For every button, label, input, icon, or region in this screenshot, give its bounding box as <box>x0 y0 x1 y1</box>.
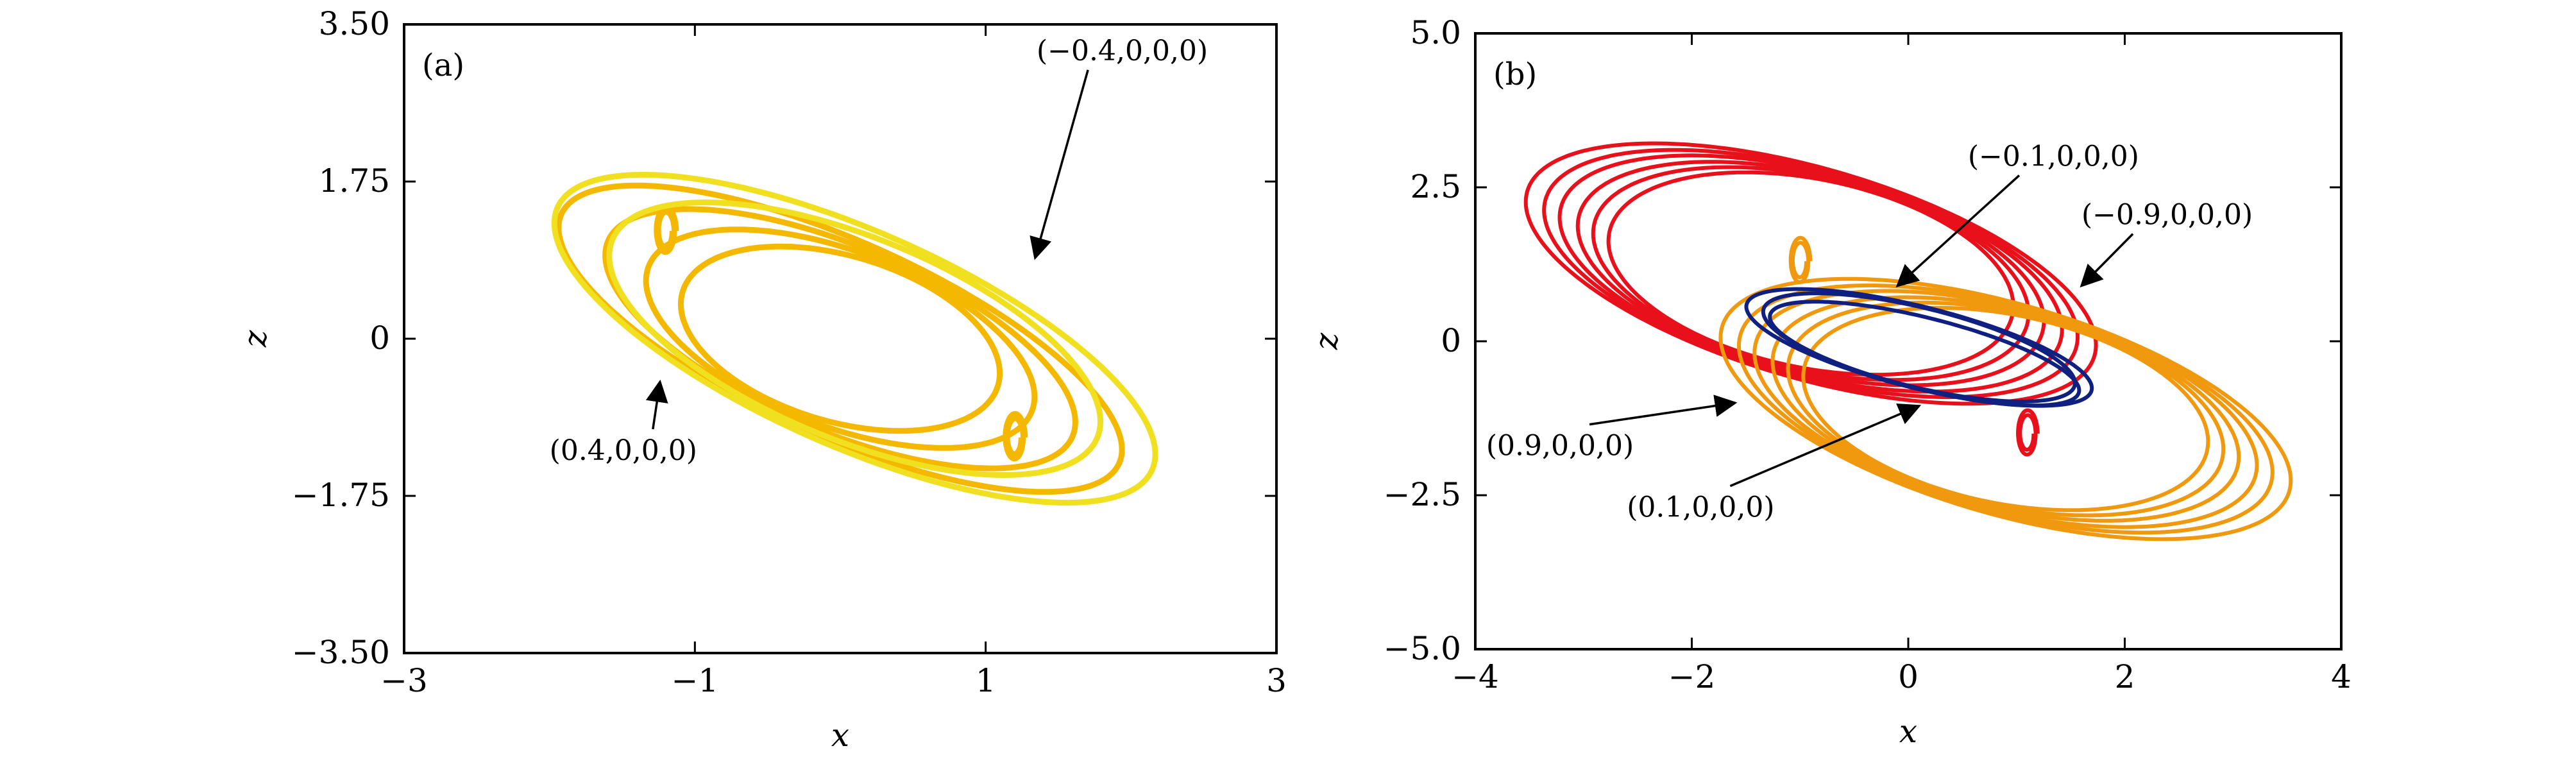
series-1-loop-5 <box>1801 305 2210 513</box>
annotation-label: (−0.4,0,0,0) <box>1037 35 1208 67</box>
y-tick-label: −3.50 <box>292 634 390 671</box>
annotations: (0.9,0,0,0) (−0.9,0,0,0) (−0.1,0,0,0) (0.1,… <box>1486 140 2253 523</box>
annotations: (0.4,0,0,0) (−0.4,0,0,0) <box>550 35 1208 467</box>
y-tick-label: −2.5 <box>1384 476 1461 513</box>
annotation-label: (0.9,0,0,0) <box>1486 430 1634 463</box>
x-tick-label: 4 <box>2331 658 2351 695</box>
axis-ticks: −4 −2 0 2 4 −5.0 −2.5 0 2.5 5.0 <box>1384 14 2351 695</box>
series-1-loop-1 <box>606 199 1104 479</box>
series-0-spiral-0 <box>654 204 679 255</box>
y-tick-label: 2.5 <box>1410 168 1461 205</box>
x-tick-label: −2 <box>1668 658 1716 695</box>
y-tick-label: 1.75 <box>319 162 390 200</box>
annotation-arrow <box>645 379 668 430</box>
panel-label: (b) <box>1493 56 1537 92</box>
y-tick-label: 3.50 <box>319 5 390 42</box>
x-tick-label: 3 <box>1266 662 1287 699</box>
series-0-loop-1 <box>1542 148 2080 400</box>
y-axis-label: z <box>1308 332 1345 350</box>
annotation-label: (0.1,0,0,0) <box>1627 491 1774 524</box>
series-0-loop-0 <box>1523 141 2098 406</box>
y-axis-label: z <box>237 330 274 348</box>
plot-frame <box>1474 32 2343 650</box>
series-0-loop-3 <box>1575 160 2046 387</box>
series-0-loop-5 <box>1606 170 2015 377</box>
series-1-loop-4 <box>1786 300 2226 518</box>
series-0-loop-3 <box>677 243 1003 434</box>
series-0-loop-0 <box>555 182 1125 495</box>
annotation-arrow <box>1589 395 1738 426</box>
x-tick-label: −1 <box>671 662 718 699</box>
annotation-label: (−0.1,0,0,0) <box>1968 140 2139 173</box>
attractor-curves <box>551 171 1158 506</box>
y-tick-label: −5.0 <box>1384 630 1461 667</box>
x-tick-label: 1 <box>976 662 996 699</box>
annotation-label: (0.4,0,0,0) <box>550 434 697 467</box>
series-0-spiral-1 <box>1003 411 1028 462</box>
annotation-arrow <box>1030 69 1089 260</box>
series-1-loop-1 <box>1737 283 2275 535</box>
series-1-loop-2 <box>1752 289 2259 529</box>
series-1-loop-0 <box>1718 276 2293 541</box>
x-tick-label: −4 <box>1452 658 1499 695</box>
x-tick-label: 0 <box>1898 658 1919 695</box>
series-1-loop-3 <box>1770 295 2241 523</box>
annotation-arrow <box>2080 233 2134 288</box>
series-1-spiral-0 <box>1788 235 1813 284</box>
annotation-label: (−0.9,0,0,0) <box>2081 199 2253 232</box>
annotation-arrow <box>1729 403 1922 488</box>
y-tick-label: 0 <box>369 319 390 357</box>
y-tick-label: 0 <box>1441 322 1461 359</box>
x-tick-label: 2 <box>2115 658 2135 695</box>
x-axis-label: x <box>831 717 849 754</box>
series-1-loop-0 <box>551 171 1158 506</box>
series-0-loop-2 <box>1557 153 2064 394</box>
axis-ticks: −3 −1 1 3 −3.50 −1.75 0 1.75 3.50 <box>292 5 1287 699</box>
plot-frame <box>403 23 1278 654</box>
series-0-loop-4 <box>1591 165 2031 382</box>
y-tick-label: 5.0 <box>1410 14 1461 51</box>
y-tick-label: −1.75 <box>292 477 390 514</box>
x-tick-label: −3 <box>380 662 428 699</box>
series-0-spiral-0 <box>2015 408 2040 457</box>
attractor-curves <box>1523 141 2293 541</box>
panel-label: (a) <box>422 47 464 83</box>
series-3-loop-0 <box>1768 300 2081 408</box>
x-axis-label: x <box>1899 713 1917 750</box>
chart-panel-b: (0.9,0,0,0) (−0.9,0,0,0) (−0.1,0,0,0) (0.1,… <box>1308 14 2351 750</box>
chart-panel-a: (0.4,0,0,0) (−0.4,0,0,0) −3 −1 1 3 −3.50 −1.75… <box>237 5 1287 754</box>
annotation-arrow <box>1895 174 2021 287</box>
